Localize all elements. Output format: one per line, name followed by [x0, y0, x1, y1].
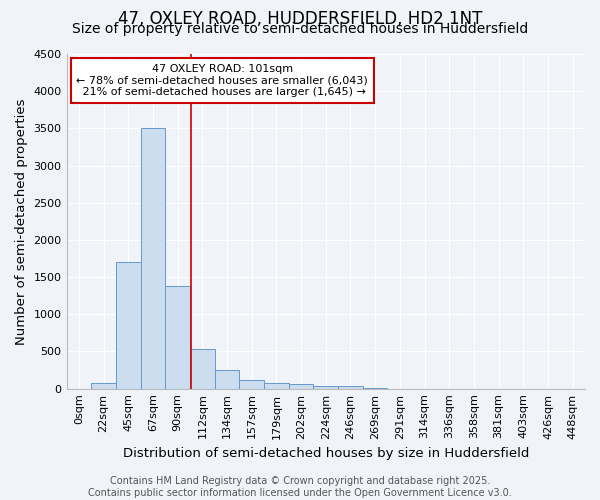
- Bar: [140, 128, 165, 388]
- Bar: [91, 382, 116, 388]
- Bar: [289, 384, 313, 388]
- Text: Contains HM Land Registry data © Crown copyright and database right 2025.
Contai: Contains HM Land Registry data © Crown c…: [88, 476, 512, 498]
- Bar: [215, 370, 239, 388]
- Bar: [264, 382, 289, 388]
- Bar: [239, 380, 264, 388]
- Text: 47 OXLEY ROAD: 101sqm
← 78% of semi-detached houses are smaller (6,043)
 21% of : 47 OXLEY ROAD: 101sqm ← 78% of semi-deta…: [76, 64, 368, 97]
- X-axis label: Distribution of semi-detached houses by size in Huddersfield: Distribution of semi-detached houses by …: [122, 447, 529, 460]
- Bar: [190, 350, 215, 389]
- Text: Size of property relative to semi-detached houses in Huddersfield: Size of property relative to semi-detach…: [72, 22, 528, 36]
- Bar: [116, 262, 140, 388]
- Y-axis label: Number of semi-detached properties: Number of semi-detached properties: [15, 98, 28, 344]
- Bar: [338, 386, 363, 388]
- Bar: [313, 386, 338, 388]
- Text: 47, OXLEY ROAD, HUDDERSFIELD, HD2 1NT: 47, OXLEY ROAD, HUDDERSFIELD, HD2 1NT: [118, 10, 482, 28]
- Bar: [165, 286, 190, 388]
